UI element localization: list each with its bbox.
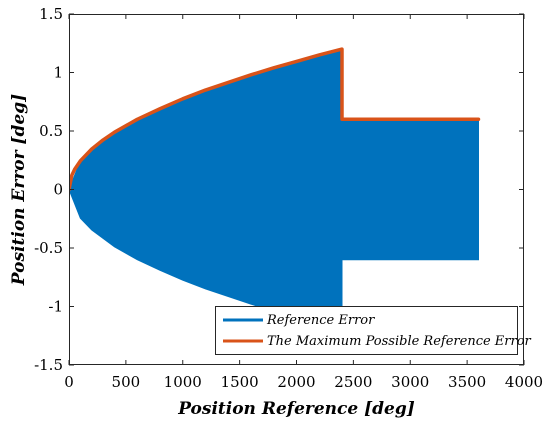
y-tick-label: -0.5 <box>34 239 63 257</box>
x-tick-label: 0 <box>64 373 74 391</box>
legend: Reference Error The Maximum Possible Ref… <box>215 306 532 355</box>
x-tick-label: 2500 <box>334 373 372 391</box>
legend-label-reference-error: Reference Error <box>266 313 375 328</box>
legend-box <box>215 306 518 355</box>
y-tick-label: -1.5 <box>34 356 63 374</box>
y-tick-label: 1 <box>53 64 63 82</box>
y-tick-label: 0 <box>53 181 63 199</box>
x-tick-label: 1000 <box>164 373 202 391</box>
y-tick-label: -1 <box>48 298 63 316</box>
x-tick-label: 1500 <box>221 373 259 391</box>
x-axis-label: Position Reference [deg] <box>177 399 415 419</box>
x-tick-label: 2000 <box>277 373 315 391</box>
x-tick-label: 4000 <box>505 373 543 391</box>
y-tick-label: 0.5 <box>39 122 63 140</box>
legend-label-max-reference-error: The Maximum Possible Reference Error <box>267 334 532 349</box>
x-tick-label: 3500 <box>448 373 486 391</box>
y-axis-label: Position Error [deg] <box>9 94 29 286</box>
series-max-reference-error-line <box>69 47 481 192</box>
x-tick-label: 3000 <box>391 373 429 391</box>
y-tick-label: 1.5 <box>39 5 63 23</box>
x-tick-label: 500 <box>112 373 141 391</box>
